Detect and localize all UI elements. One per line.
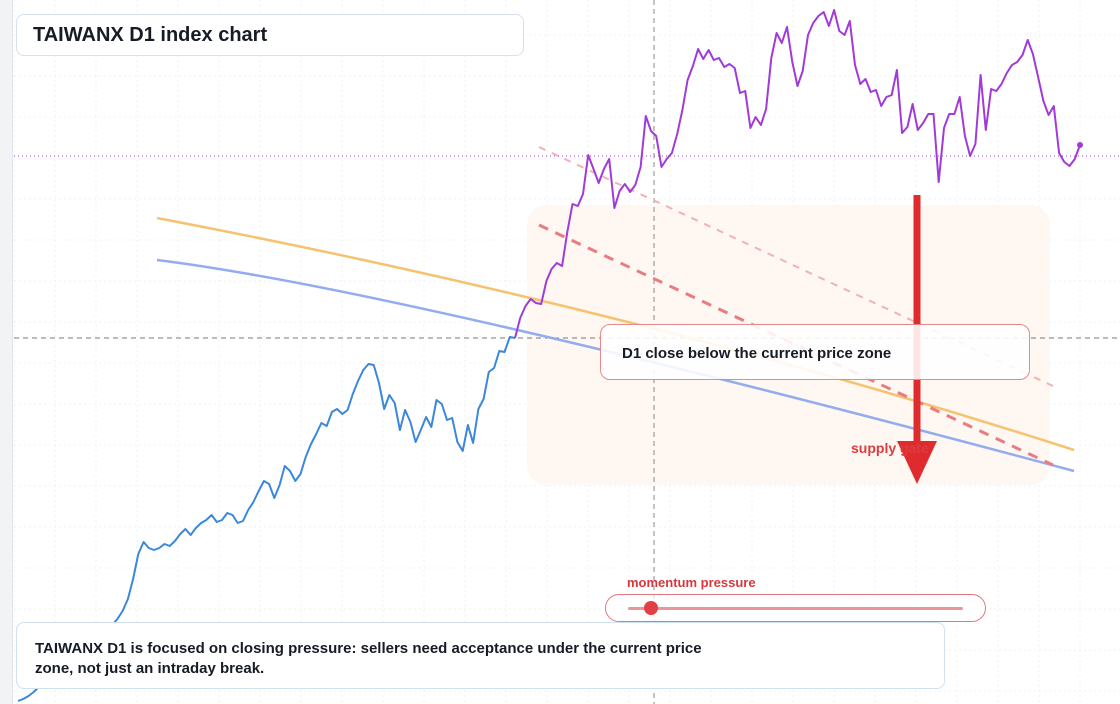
supply-zone-label: supply gate	[851, 440, 929, 456]
callout-box: D1 close below the current price zone	[600, 324, 1030, 380]
lower-trendline	[538, 223, 1054, 467]
title-card: TAIWANX D1 index chart	[16, 14, 524, 56]
price-line-late	[514, 9, 1081, 339]
momentum-label: momentum pressure	[627, 575, 756, 590]
callout-text: D1 close below the current price zone	[622, 345, 892, 362]
slow-moving-average	[156, 258, 1075, 473]
momentum-knob[interactable]	[644, 601, 659, 615]
fast-moving-average	[156, 216, 1075, 452]
note-card: TAIWANX D1 is focused on closing pressur…	[16, 622, 945, 689]
last-price-marker	[1077, 142, 1083, 148]
note-text: TAIWANX D1 is focused on closing pressur…	[35, 640, 702, 677]
momentum-gauge	[605, 594, 986, 622]
down-arrow-head	[897, 441, 937, 484]
chart-title: TAIWANX D1 index chart	[33, 24, 268, 46]
upper-trendline	[538, 146, 1054, 387]
price-axis	[0, 0, 13, 704]
momentum-track	[628, 607, 963, 610]
